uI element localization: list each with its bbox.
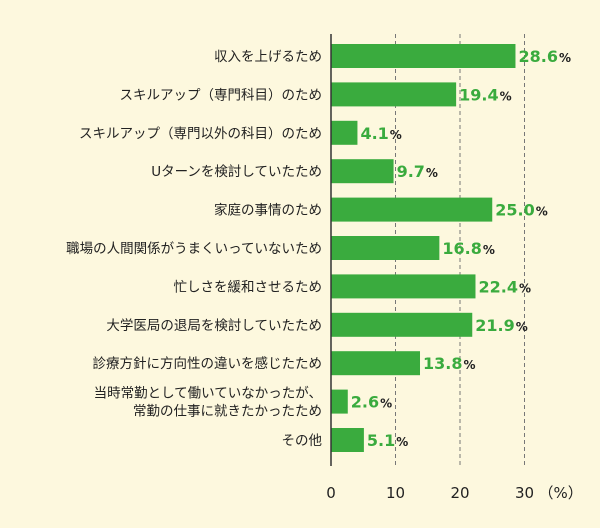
category-label-8: 診療方針に方向性の違いを感じたため [93,355,323,372]
category-label-3: Uターンを検討していたため [151,164,322,180]
bar-0 [331,44,516,68]
bar-2 [331,120,358,145]
bar-9 [331,389,348,414]
value-label-4: 25.0% [495,201,548,220]
value-label-2: 4.1% [360,124,401,143]
value-label-5: 16.8% [442,239,495,258]
x-tick-30: 30 [515,484,534,502]
category-label-7: 大学医局の退局を検討していたため [106,318,322,334]
category-label-0: 収入を上げるため [214,49,322,65]
category-label-2: スキルアップ（専門以外の科目）のため [79,126,322,142]
x-tick-labels: 0 10 20 30 [326,484,534,502]
value-label-7: 21.9% [475,316,528,335]
bar-4 [331,197,493,222]
bars [331,44,516,452]
value-labels: 28.6% 19.4% 4.1% 9.7% 25.0%16.8% 22.4% 21.9% 13… [351,47,571,450]
bar-5 [331,236,440,260]
value-label-0: 28.6% [518,47,571,66]
value-label-1: 19.4% [459,85,512,104]
bar-7 [331,312,473,337]
x-tick-10: 10 [386,484,405,502]
value-label-8: 13.8% [423,354,476,373]
x-tick-0: 0 [326,484,336,502]
category-label-1: スキルアップ（専門科目）のため [120,87,323,103]
category-label-5: 職場の人間関係がうまくいっていないため [66,241,322,257]
category-label-10: その他 [282,433,323,449]
bar-6 [331,274,476,299]
category-label-4: 家庭の事情のため [214,202,322,219]
x-unit-label: （%） [539,484,583,502]
bar-3 [331,159,394,184]
value-label-6: 22.4% [478,277,531,296]
value-label-3: 9.7% [397,162,438,181]
category-labels: 収入を上げるためスキルアップ（専門科目）のためスキルアップ（専門以外の科目）のた… [66,49,322,449]
bar-8 [331,351,421,376]
value-label-10: 5.1% [367,431,408,450]
value-label-9: 2.6% [351,393,392,412]
x-tick-20: 20 [450,484,469,502]
category-label-9: 当時常勤として働いていなかったが、常勤の仕事に就きたかったため [94,386,322,420]
category-label-6: 忙しさを緩和させるため [174,279,323,295]
bar-1 [331,82,457,107]
bar-10 [331,428,364,452]
